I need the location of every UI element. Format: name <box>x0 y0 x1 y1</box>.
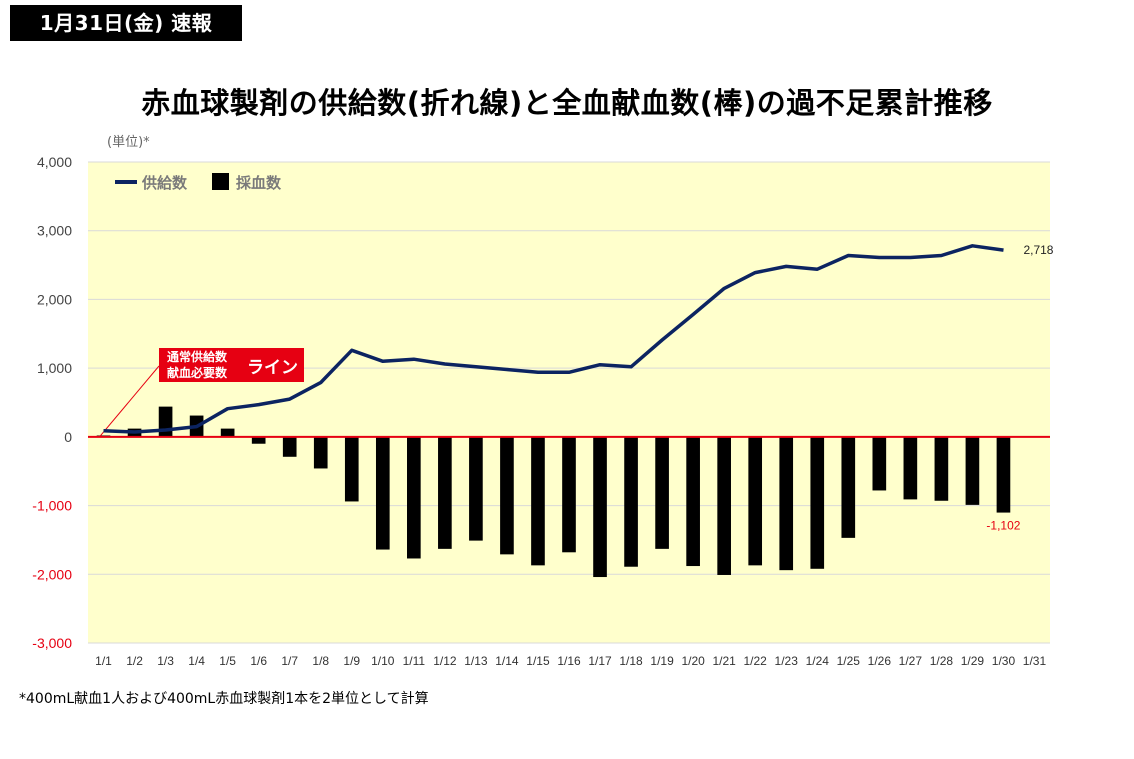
x-tick-label: 1/23 <box>775 654 799 668</box>
x-tick-label: 1/17 <box>588 654 612 668</box>
annotation-leader-line <box>99 365 160 438</box>
plot-area <box>88 162 1050 643</box>
bar-1-12 <box>438 436 452 549</box>
x-tick-label: 1/12 <box>433 654 457 668</box>
x-tick-label: 1/29 <box>961 654 985 668</box>
x-tick-label: 1/3 <box>157 654 174 668</box>
bar-1-10 <box>375 436 390 550</box>
y-tick-label: 0 <box>64 429 72 445</box>
bar-1-28 <box>934 436 949 501</box>
bar-1-20 <box>686 436 700 567</box>
bar-1-21 <box>717 436 731 575</box>
bar-1-18 <box>624 436 638 567</box>
x-tick-label: 1/30 <box>992 654 1016 668</box>
y-tick-label: -3,000 <box>32 635 72 651</box>
x-tick-label: 1/18 <box>619 654 643 668</box>
bar-1-25 <box>841 436 856 538</box>
bar-1-9 <box>344 436 359 502</box>
footnote: *400mL献血1人および400mL赤血球製剤1本を2単位として計算 <box>19 691 429 707</box>
x-tick-label: 1/21 <box>712 654 736 668</box>
bar-1-3 <box>158 406 173 437</box>
x-tick-label: 1/1 <box>95 654 112 668</box>
x-tick-label: 1/28 <box>930 654 954 668</box>
y-tick-label: -1,000 <box>32 498 72 514</box>
x-tick-label: 1/26 <box>868 654 892 668</box>
x-axis-ticks: 1/1 1/2 1/3 1/4 1/5 1/6 1/7 1/8 1/9 1/10 1/11 1/12 1… <box>95 654 1046 668</box>
legend-bar-swatch <box>212 173 229 190</box>
x-tick-label: 1/31 <box>1023 654 1047 668</box>
x-tick-label: 1/27 <box>899 654 923 668</box>
x-tick-label: 1/20 <box>681 654 705 668</box>
bar-1-14 <box>500 436 514 555</box>
x-tick-label: 1/5 <box>219 654 236 668</box>
legend: 供給数 採血数 <box>115 173 282 192</box>
y-axis-ticks: 4,000 3,000 2,000 1,000 0 -1,000 -2,000 -3,000 <box>32 154 72 651</box>
x-tick-label: 1/15 <box>526 654 550 668</box>
x-tick-label: 1/13 <box>464 654 488 668</box>
bar-1-15 <box>531 436 545 566</box>
legend-label-collection: 採血数 <box>236 174 282 192</box>
annotation-small-text: 通常供給数 献血必要数 <box>167 349 227 381</box>
x-tick-label: 1/16 <box>557 654 581 668</box>
bar-series <box>96 406 1011 578</box>
x-tick-label: 1/4 <box>188 654 205 668</box>
unit-label: (単位)* <box>107 135 150 150</box>
bar-1-6 <box>251 436 266 444</box>
bar-1-13 <box>469 436 483 541</box>
x-tick-label: 1/10 <box>371 654 395 668</box>
y-tick-label: -2,000 <box>32 566 72 582</box>
annotation-label: ライン <box>247 358 298 378</box>
bar-1-19 <box>655 436 669 549</box>
y-tick-label: 1,000 <box>37 360 72 376</box>
annotation-line1: 通常供給数 <box>167 350 228 364</box>
bar-1-27 <box>903 436 918 500</box>
chart-title: 赤血球製剤の供給数(折れ線)と全血献血数(棒)の過不足累計推移 <box>141 86 993 120</box>
bar-1-8 <box>313 436 328 469</box>
bar-1-29 <box>965 436 980 505</box>
bar-1-7 <box>282 436 297 457</box>
x-tick-label: 1/9 <box>343 654 360 668</box>
line-series-supply <box>103 244 1004 434</box>
x-tick-label: 1/11 <box>403 654 426 668</box>
x-tick-label: 1/6 <box>250 654 267 668</box>
y-tick-label: 4,000 <box>37 154 72 170</box>
y-tick-label: 2,000 <box>37 291 72 307</box>
bar-1-30 <box>996 436 1011 513</box>
x-tick-label: 1/19 <box>650 654 674 668</box>
bar-1-11 <box>407 436 421 559</box>
x-tick-label: 1/2 <box>126 654 143 668</box>
date-badge: 1月31日(金) 速報 <box>10 5 242 41</box>
bar-1-23 <box>779 436 794 571</box>
bar-1-22 <box>748 436 763 566</box>
bar-1-5 <box>220 428 235 437</box>
bar-1-24 <box>810 436 825 569</box>
bar-1-26 <box>872 436 887 491</box>
x-tick-label: 1/22 <box>744 654 768 668</box>
bar-1-17 <box>593 436 607 578</box>
x-tick-label: 1/8 <box>312 654 329 668</box>
x-tick-label: 1/24 <box>806 654 830 668</box>
data-label-line-last: 2,718 <box>1023 243 1053 257</box>
x-tick-label: 1/14 <box>495 654 519 668</box>
y-tick-label: 3,000 <box>37 223 72 239</box>
x-tick-label: 1/25 <box>837 654 861 668</box>
data-label-bar-last: -1,102 <box>986 519 1020 533</box>
legend-label-supply: 供給数 <box>141 174 188 192</box>
bar-1-16 <box>562 436 576 553</box>
normal-line-annotation: 通常供給数 献血必要数 ライン <box>159 348 304 382</box>
x-tick-label: 1/7 <box>281 654 298 668</box>
annotation-line2: 献血必要数 <box>167 366 228 380</box>
chart-svg: 4,0003,0002,0001,0000-1,000-2,000-3,000 … <box>32 154 1054 668</box>
